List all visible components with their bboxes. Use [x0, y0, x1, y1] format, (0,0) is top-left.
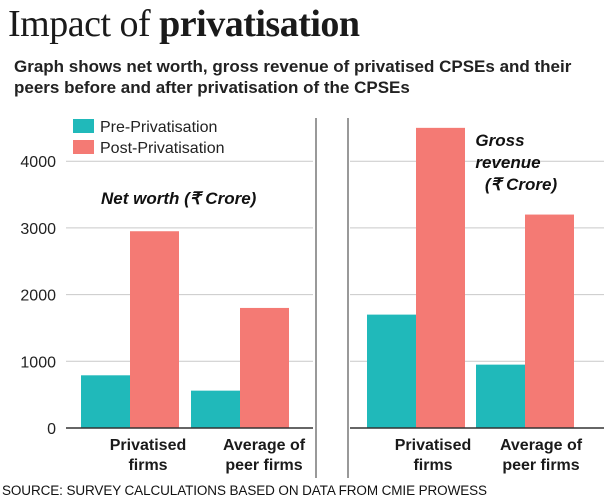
- bar-post-1-0: [416, 127, 465, 428]
- source-note: SOURCE: SURVEY CALCULATIONS BASED ON DAT…: [2, 483, 487, 498]
- bar-post-1-1: [525, 214, 574, 428]
- bar-post-0-1: [240, 307, 289, 428]
- y-tick-label-2: 2000: [20, 288, 56, 305]
- legend-label-post: Post-Privatisation: [100, 140, 225, 157]
- panel-title-gross-revenue: Gross revenue (₹ Crore): [475, 131, 557, 194]
- panel-title-net-worth: Net worth (₹ Crore): [101, 189, 257, 208]
- category-label-1-0: Privatised firms: [395, 437, 471, 474]
- legend-swatch-post: [73, 140, 94, 154]
- bar-pre-1-0: [367, 314, 416, 428]
- title-plain: Impact of: [8, 3, 151, 45]
- chart-subtitle: Graph shows net worth, gross revenue of …: [14, 57, 572, 97]
- chart-title: Impact of privatisation: [8, 3, 360, 46]
- category-label-0-1: Average of peer firms: [223, 437, 306, 474]
- legend-swatch-pre: [73, 119, 94, 133]
- bar-pre-0-1: [191, 390, 240, 428]
- legend-label-pre: Pre-Privatisation: [100, 119, 217, 136]
- y-tick-label-3: 3000: [20, 221, 56, 238]
- y-tick-label-1: 1000: [20, 354, 56, 371]
- title-bold: privatisation: [159, 3, 360, 45]
- bar-pre-0-0: [81, 375, 130, 428]
- category-label-0-0: Privatised firms: [110, 437, 186, 474]
- category-label-1-1: Average of peer firms: [500, 437, 583, 474]
- y-tick-label-4: 4000: [20, 154, 56, 171]
- bar-pre-1-1: [476, 364, 525, 428]
- y-tick-label-0: 0: [47, 421, 56, 438]
- bar-post-0-0: [130, 231, 179, 428]
